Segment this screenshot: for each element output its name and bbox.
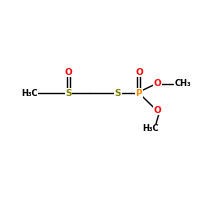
Text: H₃C: H₃C — [21, 89, 37, 98]
Text: O: O — [135, 68, 143, 77]
Text: S: S — [115, 89, 121, 98]
Text: O: O — [154, 106, 161, 115]
Text: H₃C: H₃C — [142, 124, 159, 133]
Text: P: P — [136, 89, 142, 98]
Text: CH₃: CH₃ — [175, 79, 191, 88]
Text: O: O — [65, 68, 72, 77]
Text: O: O — [154, 79, 161, 88]
Text: S: S — [65, 89, 72, 98]
